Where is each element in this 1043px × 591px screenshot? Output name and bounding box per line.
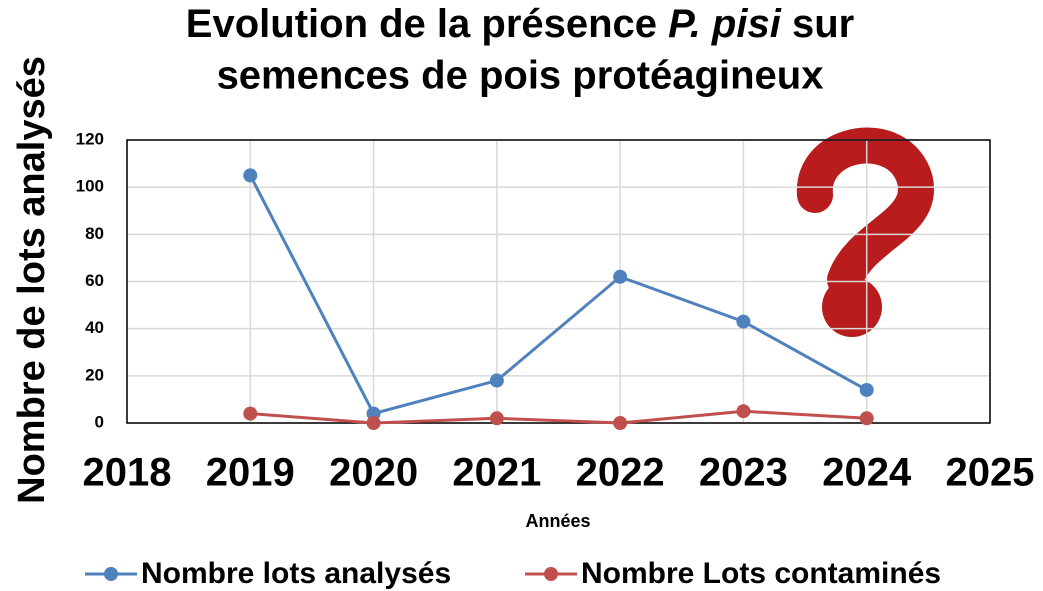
x-tick-label: 2021	[452, 451, 541, 495]
x-tick-label: 2023	[699, 451, 788, 495]
legend-label: Nombre lots analysés	[141, 557, 451, 590]
x-tick-label: 2018	[83, 451, 172, 495]
y-tick-label: 0	[95, 412, 104, 431]
y-tick-label: 80	[85, 224, 104, 243]
y-tick-label: 100	[76, 177, 104, 196]
series-line	[250, 175, 866, 413]
chart-title: semences de pois protéagineux	[217, 54, 824, 98]
x-tick-label: 2020	[329, 451, 418, 495]
data-point	[736, 404, 750, 418]
data-point	[613, 416, 627, 430]
y-tick-label: 60	[85, 271, 104, 290]
data-point	[860, 411, 874, 425]
series-line	[250, 411, 866, 423]
chart: Evolution de la présence P. pisi sur sem…	[0, 0, 1043, 591]
title-part: P. pisi	[668, 2, 782, 46]
data-point	[736, 315, 750, 329]
data-point	[243, 407, 257, 421]
y-axis-label: Nombre de lots analysés	[11, 56, 53, 504]
x-tick-label: 2024	[822, 451, 912, 495]
data-point	[490, 374, 504, 388]
data-point	[613, 270, 627, 284]
data-point	[490, 411, 504, 425]
legend-entry: Nombre lots analysés	[85, 557, 451, 590]
question-mark	[815, 145, 916, 337]
data-point	[243, 168, 257, 182]
legend-marker	[544, 567, 558, 581]
x-tick-label: 2019	[206, 451, 295, 495]
chart-title: Evolution de la présence P. pisi sur	[186, 2, 854, 46]
legend-marker	[104, 567, 118, 581]
title-part: Evolution de la présence	[186, 2, 668, 46]
x-tick-label: 2025	[946, 451, 1035, 495]
y-tick-label: 20	[85, 365, 104, 384]
legend-label: Nombre Lots contaminés	[581, 557, 941, 590]
data-point	[367, 416, 381, 430]
x-axis-label: Années	[525, 511, 590, 531]
x-tick-label: 2022	[576, 451, 665, 495]
y-tick-label: 120	[76, 129, 104, 148]
legend-entry: Nombre Lots contaminés	[525, 557, 941, 590]
data-point	[860, 383, 874, 397]
title-part: sur	[781, 2, 854, 46]
y-tick-label: 40	[85, 318, 104, 337]
